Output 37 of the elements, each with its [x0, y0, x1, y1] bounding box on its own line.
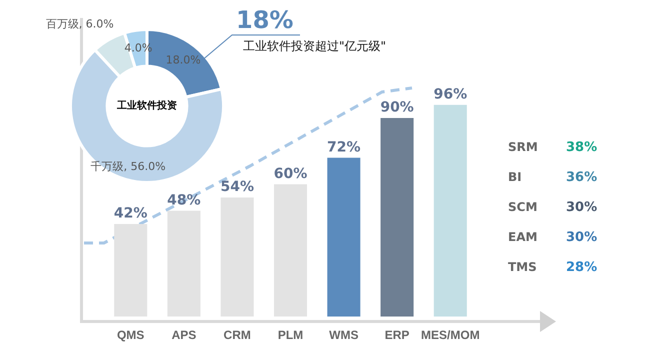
data-label: 72% — [327, 139, 361, 156]
bar — [167, 210, 200, 317]
data-label: 30% — [566, 200, 598, 215]
x-tick-label: APS — [172, 328, 196, 342]
data-label: 30% — [566, 230, 598, 245]
x-tick-label: ERP — [384, 328, 410, 342]
text: 工业软件投资 — [116, 100, 177, 112]
data-label: 54% — [220, 179, 254, 196]
bar — [434, 104, 467, 317]
bar — [114, 224, 148, 317]
bar — [220, 197, 254, 317]
x-tick-label: QMS — [116, 328, 144, 342]
bar — [380, 118, 414, 317]
slice-label: 千万级, 56.0% — [90, 160, 166, 174]
text: 工业软件投资超过"亿元级" — [243, 38, 386, 55]
data-label: 48% — [167, 192, 201, 208]
x-tick-label: CRM — [224, 328, 251, 342]
x-tick-label: MES/MOM — [421, 328, 480, 342]
data-label: 36% — [566, 170, 598, 185]
category-label: BI — [508, 170, 523, 184]
data-label: 96% — [434, 86, 468, 102]
bar — [274, 184, 308, 317]
category-label: SCM — [508, 200, 538, 214]
slice-label: 百万级, 6.0% — [46, 18, 114, 31]
text: 18% — [236, 6, 294, 34]
data-label: 38% — [566, 140, 598, 155]
category-label: EAM — [508, 230, 538, 244]
category-label: TMS — [508, 260, 538, 274]
data-label: 60% — [274, 166, 308, 182]
category-label: SRM — [508, 140, 539, 154]
x-tick-label: WMS — [329, 328, 358, 342]
data-label: 28% — [566, 260, 598, 275]
data-label: 18.0% — [166, 53, 201, 66]
bar — [327, 158, 360, 317]
data-label: 90% — [380, 100, 414, 116]
data-label: 42% — [114, 206, 148, 222]
x-tick-label: PLM — [278, 328, 304, 342]
